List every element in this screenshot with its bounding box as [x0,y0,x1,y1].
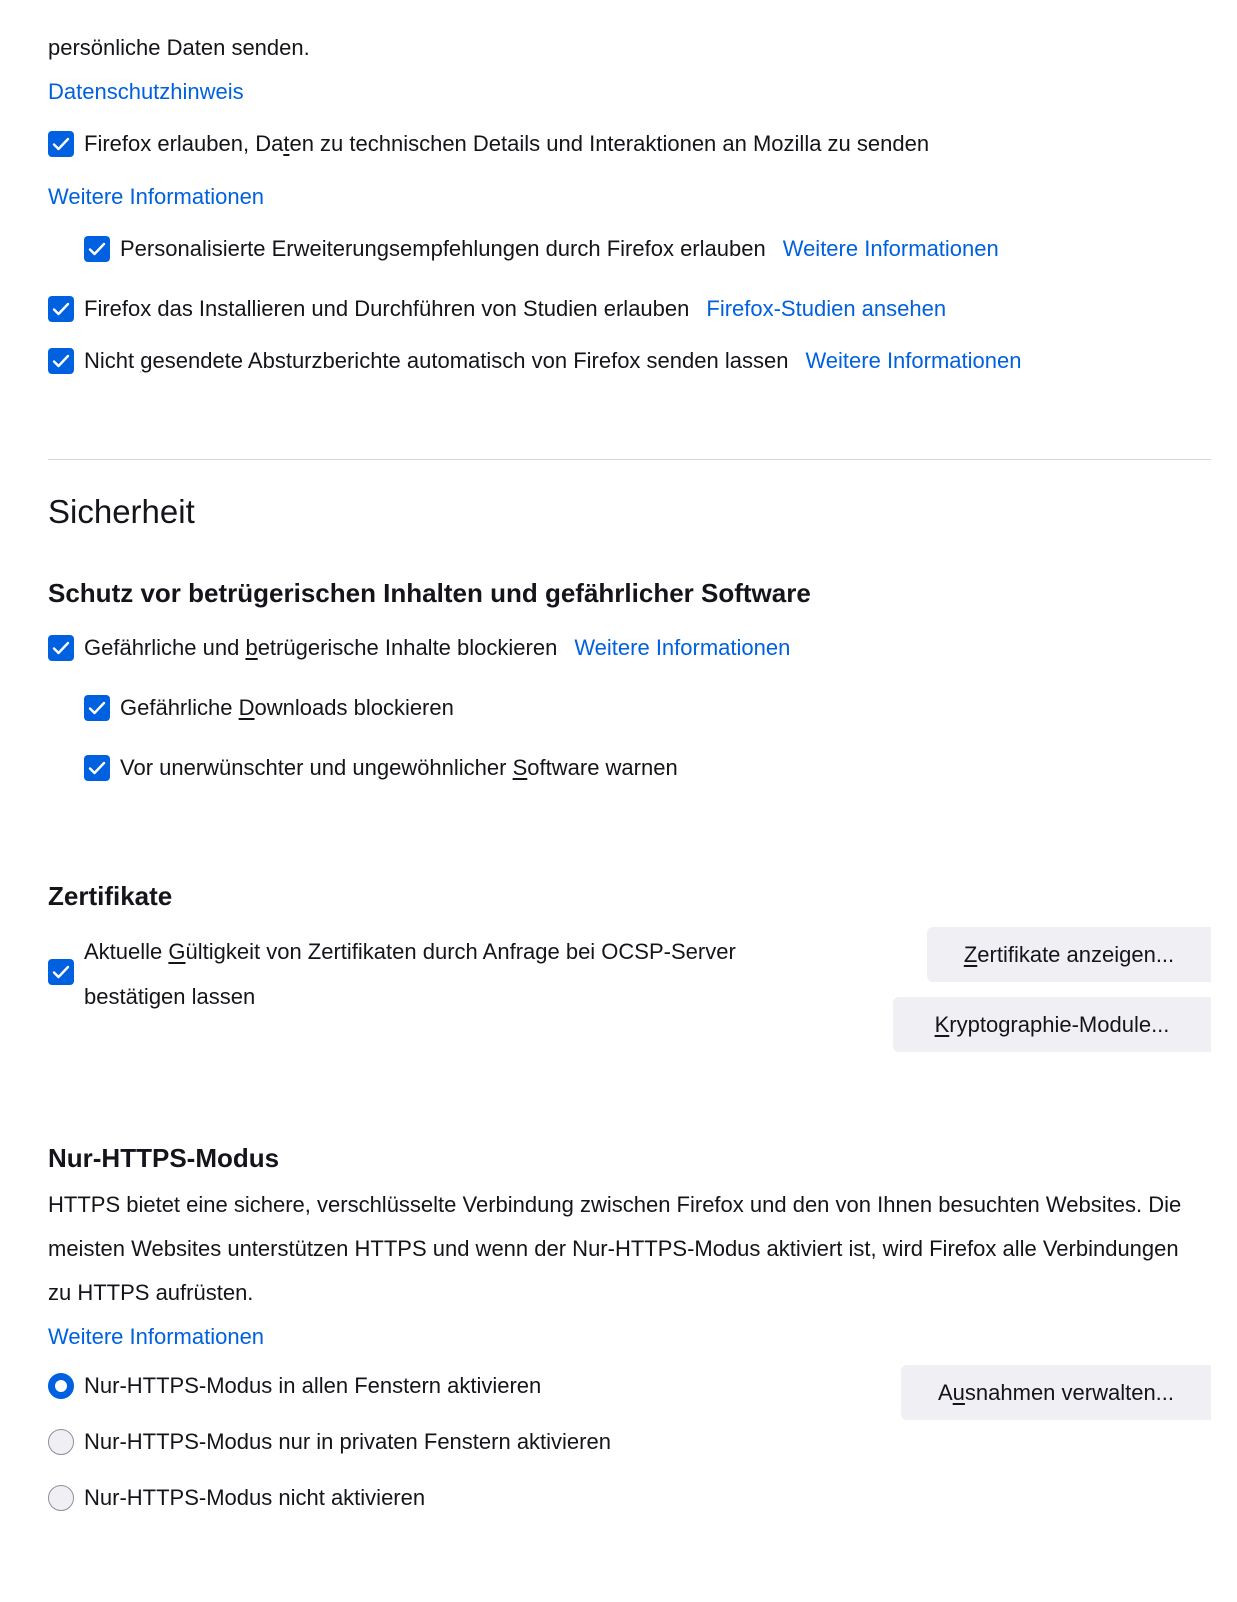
unwanted-software-checkbox-row[interactable]: Vor unerwünschter und ungewöhnlicher Sof… [84,753,678,783]
checkmark-icon [51,638,71,658]
telemetry-checkbox-row[interactable]: Firefox erlauben, Daten zu technischen D… [48,129,929,159]
https-only-description: HTTPS bietet eine sichere, verschlüsselt… [48,1192,1182,1305]
security-title: Sicherheit [48,493,195,530]
studies-checkbox-row[interactable]: Firefox das Installieren und Durchführen… [48,294,946,324]
privacy-notice-link[interactable]: Datenschutzhinweis [48,79,244,104]
ocsp-checkbox[interactable] [48,959,74,985]
https-disabled-label: Nur-HTTPS-Modus nicht aktivieren [84,1485,426,1510]
studies-label: Firefox das Installieren und Durchführen… [84,296,690,321]
telemetry-checkbox[interactable] [48,131,74,157]
checkmark-icon [87,758,107,778]
unwanted-software-checkbox[interactable] [84,755,110,781]
https-all-windows-label: Nur-HTTPS-Modus in allen Fenstern aktivi… [84,1373,542,1398]
block-downloads-checkbox-row[interactable]: Gefährliche Downloads blockieren [84,693,454,723]
crash-reports-learn-more-link[interactable]: Weitere Informationen [805,348,1022,373]
unwanted-software-label: Vor unerwünschter und ungewöhnlicher Sof… [120,755,678,780]
telemetry-label: Firefox erlauben, Daten zu technischen D… [84,131,930,156]
crash-reports-checkbox-row[interactable]: Nicht gesendete Absturzberichte automati… [48,346,1021,376]
https-private-windows-radio[interactable] [48,1429,74,1455]
telemetry-learn-more-link[interactable]: Weitere Informationen [48,184,265,209]
view-studies-link[interactable]: Firefox-Studien ansehen [706,296,947,321]
block-deceptive-checkbox-row[interactable]: Gefährliche und betrügerische Inhalte bl… [48,633,790,663]
ocsp-label: Aktuelle Gültigkeit von Zertifikaten dur… [84,939,736,1009]
checkmark-icon [51,134,71,154]
https-disabled-radio[interactable] [48,1485,74,1511]
intro-text: persönliche Daten senden. [48,33,310,63]
https-all-windows-radio-row[interactable]: Nur-HTTPS-Modus in allen Fenstern aktivi… [48,1371,541,1401]
https-all-windows-radio[interactable] [48,1373,74,1399]
checkmark-icon [87,239,107,259]
intro-text-label: persönliche Daten senden. [48,35,310,60]
certificates-heading: Zertifikate [48,881,173,911]
block-deceptive-label: Gefährliche und betrügerische Inhalte bl… [84,635,558,660]
crash-reports-label: Nicht gesendete Absturzberichte automati… [84,348,789,373]
https-private-windows-label: Nur-HTTPS-Modus nur in privaten Fenstern… [84,1429,611,1454]
section-divider [48,459,1211,460]
https-disabled-radio-row[interactable]: Nur-HTTPS-Modus nicht aktivieren [48,1483,425,1513]
crash-reports-checkbox[interactable] [48,348,74,374]
checkmark-icon [51,962,71,982]
block-deceptive-checkbox[interactable] [48,635,74,661]
https-only-heading: Nur-HTTPS-Modus [48,1143,280,1173]
block-downloads-checkbox[interactable] [84,695,110,721]
recommendations-checkbox-row[interactable]: Personalisierte Erweiterungsempfehlungen… [84,234,999,264]
checkmark-icon [51,299,71,319]
deceptive-content-heading: Schutz vor betrügerischen Inhalten und g… [48,578,811,608]
checkmark-icon [87,698,107,718]
recommendations-learn-more-link[interactable]: Weitere Informationen [782,236,999,261]
recommendations-label: Personalisierte Erweiterungsempfehlungen… [120,236,766,261]
checkmark-icon [51,351,71,371]
https-only-learn-more-link[interactable]: Weitere Informationen [48,1324,265,1349]
studies-checkbox[interactable] [48,296,74,322]
block-downloads-label: Gefährliche Downloads blockieren [120,695,454,720]
block-deceptive-learn-more-link[interactable]: Weitere Informationen [574,635,791,660]
recommendations-checkbox[interactable] [84,236,110,262]
https-private-windows-radio-row[interactable]: Nur-HTTPS-Modus nur in privaten Fenstern… [48,1427,611,1457]
